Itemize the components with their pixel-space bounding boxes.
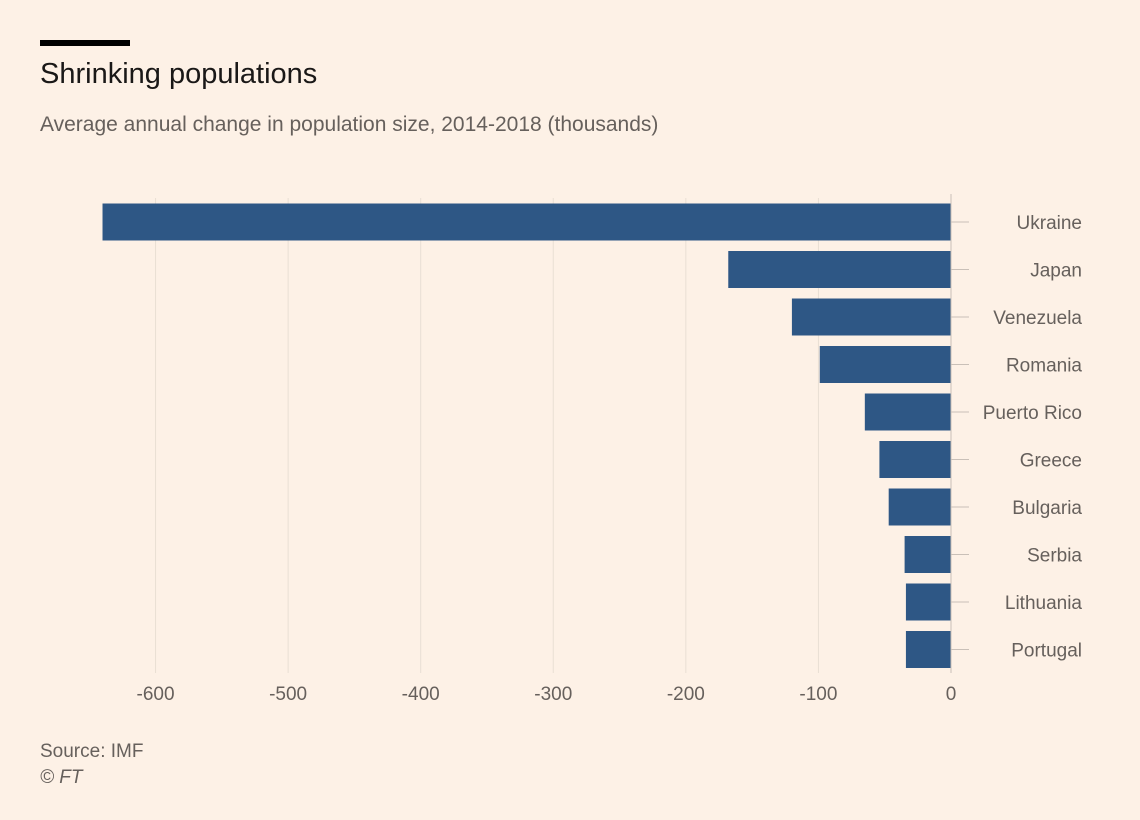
top-rule — [40, 40, 130, 46]
x-tick-label: -600 — [137, 684, 175, 705]
bar — [864, 393, 951, 431]
bar — [888, 488, 951, 526]
axis-layer — [950, 194, 969, 673]
label-layer: -600 -500 -400 -300 -200 -100 0 Ukraine Japan Ven… — [137, 213, 1083, 705]
category-label: Lithuania — [1005, 593, 1083, 614]
source-note: Source: IMF — [40, 741, 144, 762]
category-label: Serbia — [1027, 546, 1082, 567]
bar-layer — [102, 203, 952, 668]
category-label: Bulgaria — [1012, 498, 1082, 519]
category-label: Romania — [1006, 356, 1082, 377]
chart-title: Shrinking populations — [40, 58, 318, 90]
category-label: Japan — [1030, 261, 1082, 282]
x-tick-label: -400 — [402, 684, 440, 705]
category-label: Puerto Rico — [983, 403, 1082, 424]
grid-layer — [155, 198, 819, 673]
bar — [819, 346, 951, 383]
x-tick-label: 0 — [946, 684, 957, 705]
bar — [905, 583, 951, 621]
category-label: Greece — [1020, 451, 1082, 472]
credit-note: © FT — [40, 767, 83, 788]
bar — [791, 298, 951, 336]
bar — [102, 203, 952, 241]
category-label: Portugal — [1011, 641, 1082, 662]
bar — [905, 631, 951, 668]
chart-subtitle: Average annual change in population size… — [40, 113, 659, 136]
x-tick-label: -300 — [534, 684, 572, 705]
bar — [879, 441, 951, 478]
x-tick-label: -200 — [667, 684, 705, 705]
bar — [904, 536, 951, 573]
category-label: Venezuela — [993, 308, 1082, 329]
bar — [728, 251, 951, 288]
x-tick-label: -500 — [269, 684, 307, 705]
category-label: Ukraine — [1017, 213, 1082, 234]
x-tick-label: -100 — [799, 684, 837, 705]
